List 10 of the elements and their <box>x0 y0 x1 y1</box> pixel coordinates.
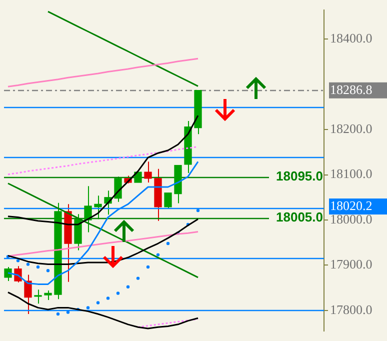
ref-line-label: 18005.0 <box>276 209 323 224</box>
y-tick-label: 18000.0 <box>330 211 372 226</box>
ref-line-label: 18286.8 <box>330 82 372 97</box>
y-tick-label: 17800.0 <box>330 302 372 317</box>
ref-line-label: 18095.0 <box>276 168 323 184</box>
y-tick-label: 18200.0 <box>330 121 372 136</box>
text: 18020.2 <box>330 198 372 213</box>
y-tick-label: 18400.0 <box>330 30 372 46</box>
y-tick-label: 17900.0 <box>330 256 372 272</box>
y-tick-label: 18100.0 <box>330 166 372 182</box>
